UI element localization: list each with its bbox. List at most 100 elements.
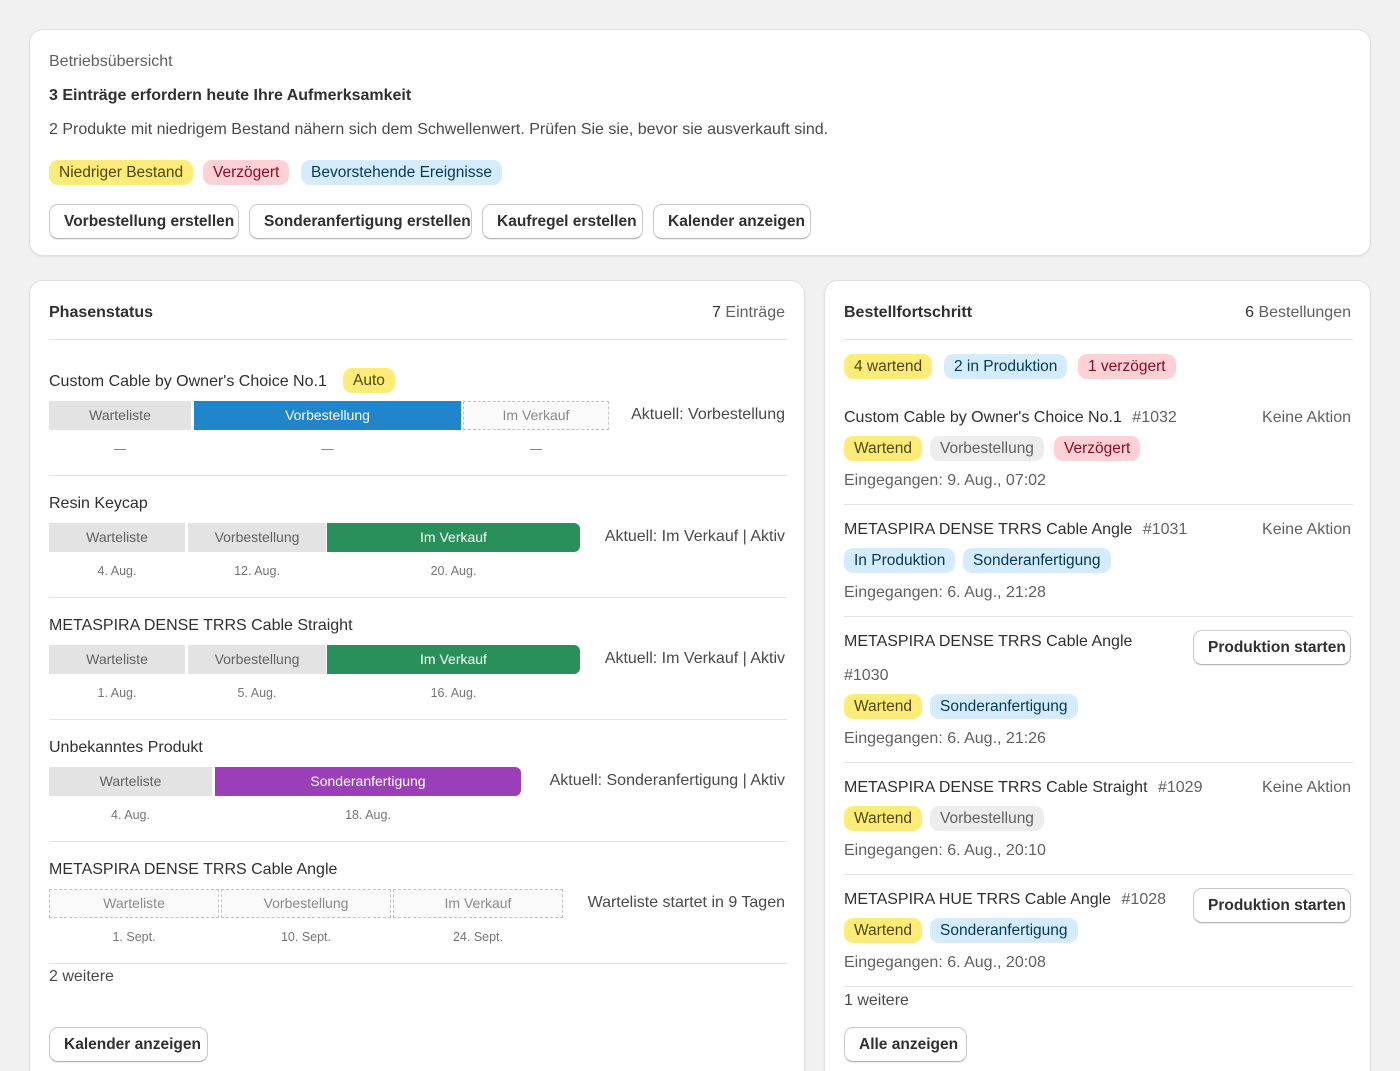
start-production-button[interactable]: Produktion starten: [1193, 888, 1351, 923]
phase-item-name: Unbekanntes Produkt: [49, 739, 203, 756]
phase-date: 1. Aug.: [97, 686, 137, 700]
create-preorder-button[interactable]: Vorbestellung erstellen: [49, 204, 239, 239]
phase-date: 4. Aug.: [111, 808, 150, 822]
divider: [844, 762, 1353, 763]
order-badge-preorder: Vorbestellung: [930, 436, 1044, 461]
phase-segment-preorder: Vorbestellung: [194, 401, 461, 430]
order-received: Eingegangen: 6. Aug., 20:08: [844, 954, 1046, 971]
divider: [49, 719, 787, 720]
phase-date: 16. Aug.: [430, 686, 477, 700]
order-badge-waiting: Wartend: [844, 694, 923, 719]
divider: [844, 504, 1353, 505]
divider: [844, 616, 1353, 617]
phase-current-status: Warteliste startet in 9 Tagen: [587, 894, 785, 911]
order-product: Custom Cable by Owner's Choice No.1: [844, 409, 1122, 426]
order-count-number: 6: [1245, 304, 1255, 321]
divider: [49, 841, 787, 842]
order-number: #1028: [1121, 891, 1167, 908]
order-name[interactable]: METASPIRA DENSE TRRS Cable Straight #102…: [844, 779, 1202, 797]
phase-status-count: 7 Einträge: [712, 304, 785, 322]
divider: [844, 339, 1353, 340]
phase-date: 20. Aug.: [430, 564, 477, 578]
phase-segment-on-sale: Im Verkauf: [327, 523, 580, 552]
auto-badge: Auto: [343, 368, 395, 393]
phase-date: 10. Sept.: [280, 930, 332, 944]
phase-current-status: Aktuell: Vorbestellung: [631, 406, 785, 423]
phase-segment-on-sale: Im Verkauf: [327, 645, 580, 674]
order-name[interactable]: METASPIRA HUE TRRS Cable Angle #1028: [844, 891, 1166, 909]
order-more-link[interactable]: 1 weitere: [844, 992, 909, 1009]
order-received: Eingegangen: 6. Aug., 21:26: [844, 730, 1046, 747]
show-calendar-button[interactable]: Kalender anzeigen: [49, 1027, 208, 1062]
divider: [844, 874, 1353, 875]
show-all-button[interactable]: Alle anzeigen: [844, 1027, 967, 1062]
order-progress-title: Bestellfortschritt: [844, 304, 973, 321]
phase-segment-waitlist: Warteliste: [49, 767, 212, 796]
order-action-status: Keine Aktion: [1262, 521, 1351, 538]
divider: [49, 963, 787, 964]
order-received: Eingegangen: 9. Aug., 07:02: [844, 472, 1046, 489]
phase-date: —: [113, 442, 127, 456]
phase-segment-waitlist: Warteliste: [49, 523, 185, 552]
order-action-status: Keine Aktion: [1262, 779, 1351, 796]
order-badge-preorder: Vorbestellung: [930, 806, 1044, 831]
order-product: METASPIRA HUE TRRS Cable Angle: [844, 891, 1112, 908]
order-number: #1029: [1157, 779, 1203, 796]
phase-date: 24. Sept.: [452, 930, 504, 944]
overview-headline: 3 Einträge erfordern heute Ihre Aufmerks…: [49, 87, 412, 104]
summary-in-production-badge[interactable]: 2 in Produktion: [944, 354, 1068, 379]
phase-segment-on-sale: Im Verkauf: [463, 401, 609, 430]
order-badge-waiting: Wartend: [844, 436, 923, 461]
overview-card: Betriebsübersicht 3 Einträge erfordern h…: [29, 29, 1371, 256]
order-badge-delayed: Verzögert: [1054, 436, 1141, 461]
phase-segment-on-sale: Im Verkauf: [393, 889, 563, 918]
order-badge-waiting: Wartend: [844, 806, 923, 831]
order-badge-in-production: In Produktion: [844, 548, 956, 573]
order-badge-custom: Sonderanfertigung: [930, 694, 1078, 719]
phase-segment-custom-order: Sonderanfertigung: [215, 767, 521, 796]
order-number: #1030: [844, 667, 889, 684]
order-product[interactable]: METASPIRA DENSE TRRS Cable Angle: [844, 633, 1133, 650]
phase-item-name: METASPIRA DENSE TRRS Cable Angle: [49, 861, 338, 878]
divider: [49, 597, 787, 598]
phase-item-name: METASPIRA DENSE TRRS Cable Straight: [49, 617, 353, 634]
order-received: Eingegangen: 6. Aug., 21:28: [844, 584, 1046, 601]
phase-more-link[interactable]: 2 weitere: [49, 968, 114, 985]
phase-segment-preorder: Vorbestellung: [221, 889, 391, 918]
badge-upcoming-events[interactable]: Bevorstehende Ereignisse: [301, 160, 502, 185]
badge-delayed[interactable]: Verzögert: [203, 160, 290, 185]
divider: [844, 986, 1353, 987]
phase-date: 4. Aug.: [97, 564, 137, 578]
phase-count-number: 7: [712, 304, 721, 321]
order-product: METASPIRA DENSE TRRS Cable Angle: [844, 521, 1133, 538]
summary-waiting-badge[interactable]: 4 wartend: [844, 354, 933, 379]
phase-current-status: Aktuell: Im Verkauf | Aktiv: [604, 528, 785, 545]
divider: [49, 339, 787, 340]
phase-segment-waitlist: Warteliste: [49, 645, 185, 674]
phase-current-status: Aktuell: Im Verkauf | Aktiv: [604, 650, 785, 667]
order-name[interactable]: Custom Cable by Owner's Choice No.1 #103…: [844, 409, 1177, 427]
summary-delayed-badge[interactable]: 1 verzögert: [1078, 354, 1176, 379]
phase-item-name: Resin Keycap: [49, 495, 148, 512]
show-calendar-button[interactable]: Kalender anzeigen: [653, 204, 811, 239]
phase-date: 18. Aug.: [345, 808, 391, 822]
order-badge-custom: Sonderanfertigung: [930, 918, 1078, 943]
order-progress-card: Bestellfortschritt 6 Bestellungen 4 wart…: [824, 280, 1371, 1071]
phase-date: 12. Aug.: [234, 564, 280, 578]
phase-status-card: Phasenstatus 7 Einträge Custom Cable by …: [29, 280, 805, 1071]
phase-date: 5. Aug.: [237, 686, 277, 700]
create-custom-order-button[interactable]: Sonderanfertigung erstellen: [249, 204, 472, 239]
phase-date: 1. Sept.: [112, 930, 156, 944]
phase-current-status: Aktuell: Sonderanfertigung | Aktiv: [549, 772, 785, 789]
phase-count-label: Einträge: [725, 304, 785, 321]
order-name[interactable]: METASPIRA DENSE TRRS Cable Angle #1031: [844, 521, 1187, 539]
phase-segment-preorder: Vorbestellung: [188, 645, 326, 674]
order-number: #1031: [1142, 521, 1188, 538]
divider: [49, 475, 787, 476]
order-count: 6 Bestellungen: [1245, 304, 1351, 322]
order-number: #1032: [1132, 409, 1177, 426]
start-production-button[interactable]: Produktion starten: [1193, 630, 1351, 665]
phase-date: —: [321, 442, 334, 456]
create-purchase-rule-button[interactable]: Kaufregel erstellen: [482, 204, 643, 239]
badge-low-stock[interactable]: Niedriger Bestand: [49, 160, 194, 185]
